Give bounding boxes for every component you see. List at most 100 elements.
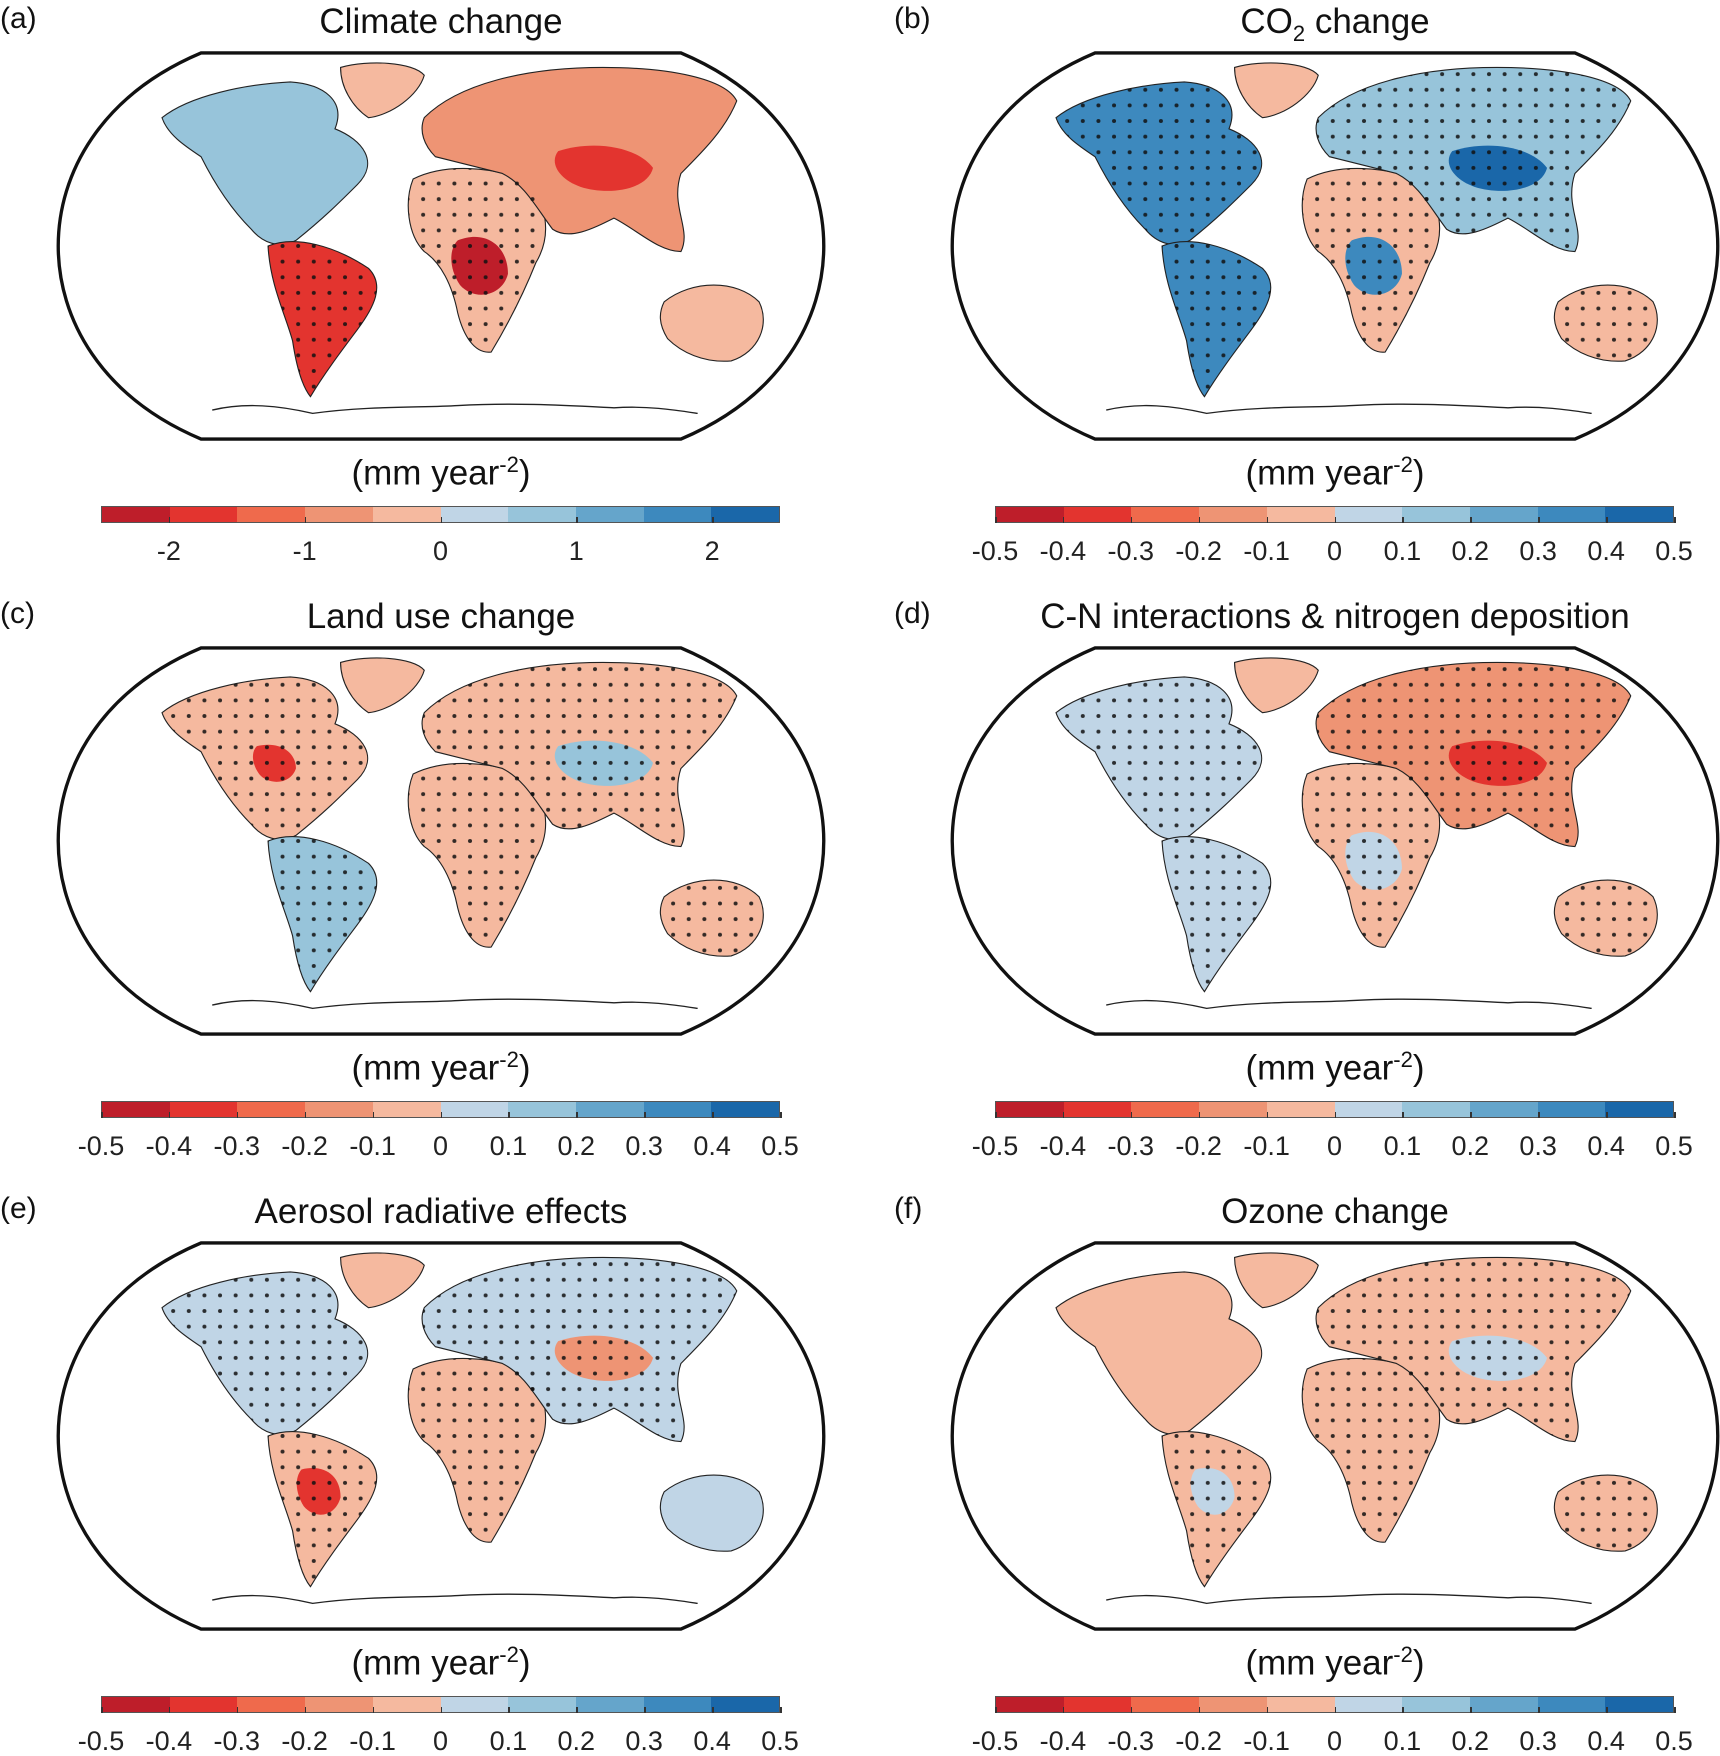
- colorbar-segment: [305, 507, 373, 522]
- colorbar-tick-label: -0.2: [1175, 1131, 1222, 1161]
- map-frame: [56, 646, 826, 1036]
- panel-title: Land use change: [56, 597, 826, 637]
- colorbar-tick: [995, 1101, 997, 1118]
- colorbar-tick: [1402, 1696, 1404, 1713]
- antarctica-coastline: [212, 998, 698, 1010]
- colorbar-tick: [1266, 506, 1269, 523]
- colorbar-tick-label: 0: [1326, 1726, 1343, 1756]
- colorbar-segment: [1199, 1697, 1267, 1712]
- significance-stipple-australia: [1554, 1475, 1658, 1552]
- panel-label: (f): [894, 1192, 923, 1225]
- significance-stipple-eurasia: [1316, 1257, 1631, 1442]
- colorbar-tick: [440, 506, 442, 523]
- unit-label: (mm year-2): [56, 452, 826, 494]
- region-na: [1055, 1271, 1263, 1435]
- colorbar-tick-label: 0: [1326, 536, 1343, 566]
- colorbar-tick: [168, 1696, 171, 1713]
- colorbar-tick-label: 0.1: [1383, 536, 1422, 566]
- colorbar-tick-label: 0.4: [1587, 1131, 1625, 1161]
- colorbar-tick-label: 0.2: [1451, 1131, 1490, 1161]
- unit-exponent: -2: [499, 452, 519, 477]
- title-text: C-N interactions & nitrogen deposition: [1040, 597, 1630, 636]
- colorbar-tick: [780, 1101, 782, 1118]
- colorbar-tick: [644, 1101, 646, 1118]
- significance-stipple-na: [162, 1271, 368, 1435]
- colorbar-tick: [236, 1696, 239, 1713]
- panel-a: (a) Climate change (mm year-2) -2 -1 0 1 2: [0, 0, 860, 590]
- colorbar-tick-label: -0.2: [281, 1131, 328, 1161]
- colorbar-tick-label: -0.2: [1175, 1726, 1222, 1756]
- colorbar-segment: [575, 1697, 644, 1712]
- colorbar-tick: [644, 1696, 646, 1713]
- colorbar-tick: [1674, 1696, 1676, 1713]
- colorbar-tick: [372, 1101, 375, 1118]
- map-frame: [950, 1241, 1720, 1631]
- colorbar: [101, 1101, 780, 1118]
- colorbar-tick-label: 0.3: [1519, 1726, 1557, 1756]
- colorbar-tick: [1266, 1696, 1269, 1713]
- colorbar-tick-label: -0.3: [1107, 1726, 1155, 1756]
- panel-label: (c): [0, 597, 35, 630]
- unit-suffix: ): [1412, 453, 1425, 493]
- colorbar-segment: [1605, 1102, 1674, 1117]
- panel-title: Aerosol radiative effects: [56, 1192, 826, 1232]
- colorbar-segment: [372, 1102, 441, 1117]
- colorbar-segment: [575, 507, 644, 522]
- panel-f: (f) Ozone change (mm year-2) -0.5 -0.4 -0.3 -0…: [894, 1190, 1720, 1756]
- unit-exponent: -2: [1393, 1642, 1413, 1667]
- significance-stipple-sa: [1162, 241, 1271, 397]
- unit-label: (mm year-2): [56, 1047, 826, 1089]
- significance-stipple-sa: [268, 241, 377, 397]
- significance-stipple-africa: [408, 168, 546, 353]
- colorbar-tick-label: -2: [156, 536, 181, 566]
- colorbar-segment: [1537, 1697, 1606, 1712]
- unit-prefix: (mm year: [351, 453, 500, 493]
- colorbar: [101, 1696, 780, 1713]
- colorbar-segment: [1402, 1102, 1470, 1117]
- anomaly-area-eurasia: [554, 145, 654, 191]
- colorbar-tick: [1538, 1101, 1540, 1118]
- colorbar-tick-label: 0.1: [489, 1726, 528, 1756]
- colorbar-tick-label: 0.3: [1519, 1131, 1557, 1161]
- colorbar-tick-label: -0.3: [1107, 1131, 1155, 1161]
- world-map: [950, 1241, 1720, 1631]
- colorbar-tick: [101, 1101, 103, 1118]
- colorbar-tick-label: -0.4: [145, 1131, 193, 1161]
- colorbar-tick-label: -1: [292, 536, 317, 566]
- colorbar-tick: [1198, 1101, 1201, 1118]
- colorbar-tick-label: 0.5: [761, 1726, 799, 1756]
- panel-title: C-N interactions & nitrogen deposition: [950, 597, 1720, 637]
- colorbar-tick: [304, 1101, 307, 1118]
- colorbar-tick: [576, 1696, 578, 1713]
- antarctica-coastline: [212, 1593, 698, 1605]
- colorbar-segment: [643, 1102, 712, 1117]
- title-text: Aerosol radiative effects: [254, 1192, 628, 1231]
- colorbar-tick: [1334, 506, 1336, 523]
- colorbar-tick: [1538, 506, 1540, 523]
- colorbar-tick: [236, 1101, 239, 1118]
- colorbar-segment: [1063, 507, 1132, 522]
- colorbar-tick: [1470, 1101, 1472, 1118]
- region-greenland: [1234, 657, 1319, 714]
- colorbar-tick: [780, 1696, 782, 1713]
- significance-stipple-sa: [268, 1431, 377, 1587]
- colorbar-tick: [1062, 1696, 1065, 1713]
- colorbar-tick: [995, 1696, 997, 1713]
- colorbar-tick-label: -0.1: [349, 1726, 396, 1756]
- colorbar-segment: [711, 1697, 780, 1712]
- colorbar-tick: [508, 1101, 510, 1118]
- unit-suffix: ): [518, 453, 531, 493]
- colorbar-tick-label: -0.1: [1243, 1726, 1290, 1756]
- panel-e: (e) Aerosol radiative effects (mm year-2) -…: [0, 1190, 860, 1756]
- colorbar-segment: [1131, 1697, 1200, 1712]
- colorbar-tick: [440, 1696, 442, 1713]
- colorbar-tick-label: -0.3: [1107, 536, 1155, 566]
- colorbar-tick: [1062, 1101, 1065, 1118]
- colorbar-tick-label: 2: [704, 536, 720, 566]
- colorbar-segment: [1334, 507, 1403, 522]
- colorbar-segment: [1199, 1102, 1267, 1117]
- colorbar-tick: [1402, 1101, 1404, 1118]
- colorbar-segment: [440, 1697, 509, 1712]
- colorbar: [995, 506, 1674, 523]
- colorbar-tick: [1266, 1101, 1269, 1118]
